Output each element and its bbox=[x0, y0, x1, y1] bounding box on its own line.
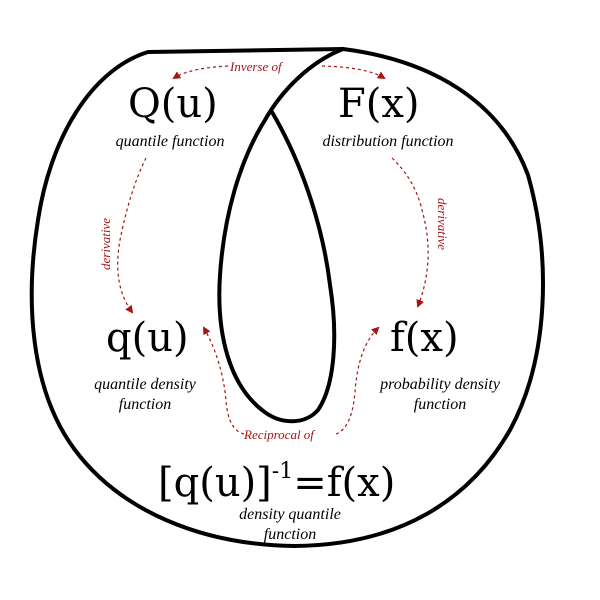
density-quantile-equation: [q(u)]-1=f(x) bbox=[158, 452, 395, 503]
density-quantile-caption-line2: function bbox=[263, 526, 317, 543]
derivative-label-left: derivative bbox=[98, 218, 113, 270]
quantile-density-symbol: q(u) bbox=[106, 315, 189, 361]
probability-density-symbol: f(x) bbox=[390, 315, 459, 361]
derivative-arrow-left bbox=[117, 157, 147, 314]
distribution-function-symbol: F(x) bbox=[338, 81, 420, 127]
inverse-of-label: Inverse of bbox=[230, 59, 282, 74]
quantile-function-caption: quantile function bbox=[115, 133, 225, 150]
quantile-density-caption-line1: quantile density bbox=[94, 376, 196, 393]
reciprocal-arrow-right bbox=[335, 326, 380, 435]
outer-loop bbox=[29, 47, 545, 548]
distribution-function-caption: distribution function bbox=[322, 133, 454, 150]
reciprocal-of-label: Reciprocal of bbox=[244, 427, 314, 442]
inverse-arrow-right bbox=[321, 65, 386, 80]
inverse-arrow-left bbox=[172, 65, 229, 80]
density-quantile-exponent: -1 bbox=[271, 459, 294, 484]
density-quantile-caption-line1: density quantile bbox=[239, 506, 341, 523]
quantile-function-symbol: Q(u) bbox=[128, 81, 218, 127]
reciprocal-arrow-left bbox=[203, 326, 245, 435]
probability-density-caption-line2: function bbox=[413, 396, 467, 413]
probability-density-caption-line1: probability density bbox=[380, 376, 500, 393]
density-quantile-base: [q(u)] bbox=[158, 460, 272, 506]
derivative-arrow-right bbox=[391, 157, 429, 308]
inner-loop bbox=[217, 47, 345, 424]
derivative-label-right: derivative bbox=[435, 198, 450, 250]
quantile-density-caption-line2: function bbox=[118, 396, 172, 413]
density-quantile-rhs: =f(x) bbox=[293, 460, 396, 506]
